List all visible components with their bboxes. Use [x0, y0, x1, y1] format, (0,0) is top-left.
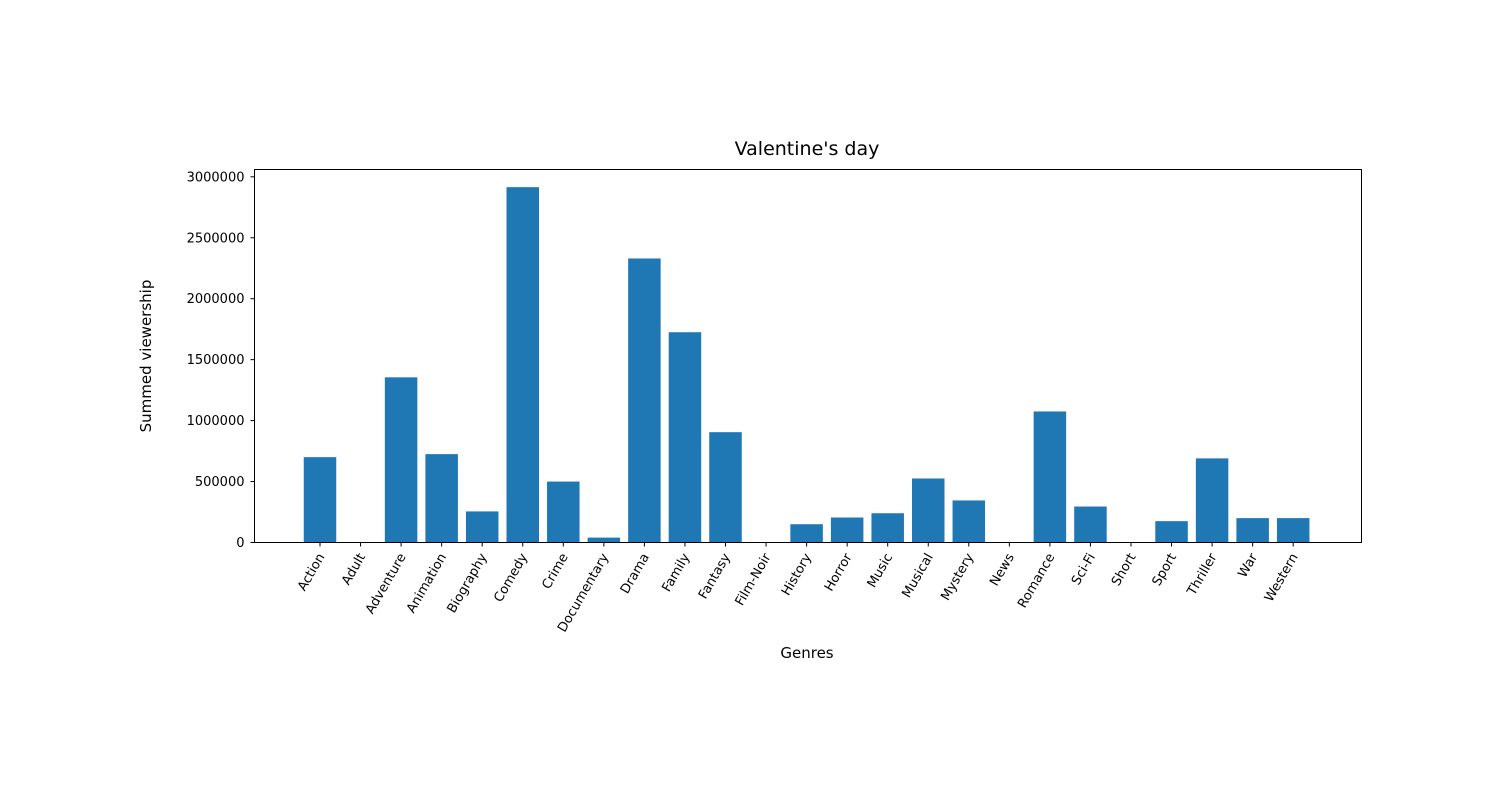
y-tick-label: 1000000 [187, 414, 245, 429]
x-tick-label: Comedy [491, 551, 531, 605]
bar-war [1236, 518, 1269, 543]
x-tick-label: Western [1262, 551, 1302, 605]
bar-sport [1155, 521, 1188, 543]
bar-history [790, 524, 823, 543]
bar-horror [830, 517, 864, 543]
x-tick-label: Fantasy [696, 551, 734, 602]
y-axis-label: Summed viewership [137, 280, 155, 433]
x-tick-label: Horror [822, 550, 856, 594]
x-tick-label: Adult [339, 551, 369, 588]
y-tick-label: 2500000 [187, 231, 245, 246]
bar-musical [912, 478, 945, 543]
x-tick-label: Animation [404, 551, 450, 616]
y-axis: 0 500000 1000000 1500000 2000000 2500000 30000… [187, 170, 255, 551]
plot-frame [254, 169, 1362, 543]
bar-sci-fi [1074, 506, 1107, 543]
bar-music [871, 513, 904, 543]
x-tick-label: Thriller [1184, 550, 1221, 599]
x-tick-label: Music [865, 551, 896, 591]
y-tick-label: 500000 [195, 475, 245, 490]
y-tick-label: 0 [236, 536, 244, 551]
bar-crime [547, 481, 580, 543]
x-tick-label: Family [660, 551, 694, 595]
x-tick-label: Sci-Fi [1069, 551, 1099, 588]
x-tick-label: Action [295, 551, 328, 594]
x-tick-label: News [987, 551, 1018, 589]
bar-biography [465, 511, 499, 543]
y-tick-label: 1500000 [187, 353, 245, 368]
x-tick-label: Crime [539, 551, 571, 592]
y-tick-label: 3000000 [187, 170, 245, 185]
chart-title: Valentine's day [735, 138, 880, 160]
bar-adventure [384, 377, 418, 543]
bar-mystery [952, 500, 986, 543]
x-tick-label: War [1235, 550, 1261, 580]
bar-drama [628, 258, 661, 543]
bar-fantasy [709, 432, 742, 543]
x-tick-label: History [779, 551, 815, 599]
bar-animation [425, 454, 458, 543]
x-tick-label: Adventure [363, 551, 410, 617]
bar-family [668, 332, 702, 543]
x-tick-label: Mystery [938, 551, 977, 604]
x-tick-label: Sport [1150, 551, 1180, 589]
bar-documentary [587, 537, 621, 543]
bar-comedy [506, 187, 539, 543]
bar-western [1276, 518, 1310, 543]
x-tick-label: Film-Noir [733, 550, 775, 608]
x-tick-label: Short [1109, 551, 1139, 589]
x-tick-label: Drama [618, 551, 653, 597]
x-axis-label: Genres [780, 644, 833, 662]
bar-action [303, 457, 337, 543]
bars-group [303, 187, 1310, 543]
x-tick-label: Musical [899, 551, 936, 601]
y-tick-label: 2000000 [187, 292, 245, 307]
x-tick-label: Romance [1015, 551, 1058, 611]
x-tick-label: Biography [445, 551, 491, 616]
bar-romance [1033, 411, 1067, 543]
bar-thriller [1195, 458, 1229, 543]
